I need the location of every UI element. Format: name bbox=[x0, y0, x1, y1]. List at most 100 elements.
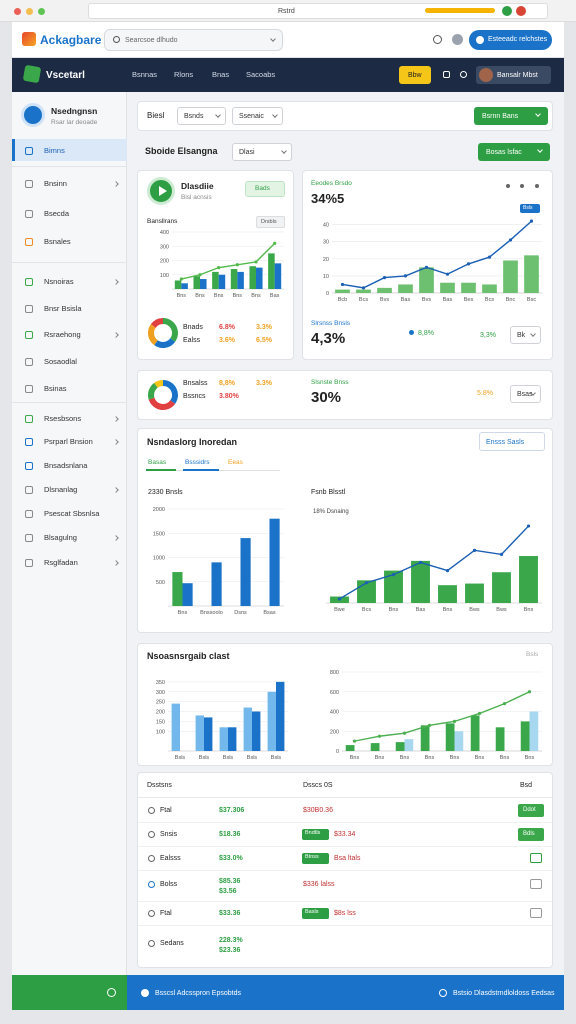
sidebar-item[interactable]: Bimns bbox=[44, 146, 65, 155]
y-tick-label: 1500 bbox=[153, 531, 165, 537]
window-title: Rstrd bbox=[278, 8, 295, 15]
tab[interactable]: Basas bbox=[148, 459, 167, 466]
bar bbox=[520, 721, 530, 751]
line bbox=[181, 242, 276, 280]
table-rule bbox=[138, 925, 552, 926]
caret-icon bbox=[270, 36, 276, 42]
nav-item[interactable]: Bnas bbox=[212, 70, 230, 79]
select[interactable]: Bsas bbox=[510, 385, 541, 403]
sidebar-item[interactable]: Bnsr Bsisla bbox=[44, 304, 82, 313]
select[interactable]: Bsnds bbox=[177, 107, 226, 125]
select[interactable]: Dlasi bbox=[232, 143, 292, 161]
x-tick-label: Bnssoolo bbox=[200, 610, 223, 616]
card-icon[interactable] bbox=[535, 184, 539, 188]
row-detail: $8s lss bbox=[334, 910, 356, 917]
row-icon-button[interactable] bbox=[530, 908, 542, 918]
card-icon[interactable] bbox=[506, 184, 510, 188]
x-tick-label: Bns bbox=[375, 755, 385, 761]
sidebar-item[interactable]: Rsesbsons bbox=[44, 414, 82, 423]
sidebar-item[interactable]: Nsnoiras bbox=[44, 277, 74, 286]
metric: 8,8% bbox=[219, 380, 235, 387]
row-action[interactable]: Bdls bbox=[518, 828, 544, 841]
sidebar-item[interactable]: Blsagulng bbox=[44, 533, 77, 542]
sidebar-item[interactable]: Bsnales bbox=[44, 237, 71, 246]
outline-button-label: Ensss Sasls bbox=[486, 439, 525, 446]
tab[interactable]: Eeas bbox=[228, 459, 243, 466]
row-icon-button[interactable] bbox=[530, 879, 542, 889]
section-title: Nsndaslorg Inoredan bbox=[147, 437, 238, 447]
bar bbox=[419, 267, 434, 293]
donut-segment bbox=[162, 380, 178, 404]
nav-icon[interactable] bbox=[443, 71, 450, 78]
tab[interactable]: Bsssidrs bbox=[185, 459, 210, 466]
chart: 0 200 400 600 800 Bns Bns Bns Bns Bns Bns Bns Bns bbox=[330, 670, 542, 761]
sidebar-item[interactable]: Bsecda bbox=[44, 209, 70, 218]
chart bbox=[148, 318, 178, 348]
y-tick-label: 200 bbox=[330, 729, 339, 735]
header-icon[interactable] bbox=[452, 34, 463, 45]
bar bbox=[384, 570, 403, 603]
table-header: Dsscs 0S bbox=[303, 782, 333, 789]
y-tick-label: 350 bbox=[156, 680, 165, 686]
table-rule bbox=[138, 901, 552, 902]
select-label: Bsas bbox=[517, 391, 533, 398]
y-tick-label: 10 bbox=[323, 274, 329, 280]
sidebar-item[interactable]: Psescat Sbsnlsa bbox=[44, 509, 100, 518]
sidebar bbox=[12, 92, 127, 975]
toolbar-button[interactable]: Bsrnn Bans bbox=[474, 107, 548, 125]
play-icon bbox=[147, 177, 175, 205]
outline-button[interactable]: Ensss Sasls bbox=[479, 432, 545, 451]
metric: 6.5% bbox=[256, 337, 272, 344]
row-icon bbox=[148, 831, 155, 838]
row-value: $33.36 bbox=[219, 910, 241, 917]
tab-underline bbox=[183, 469, 219, 471]
bar bbox=[495, 727, 505, 751]
nav-item[interactable]: Rlons bbox=[174, 70, 194, 79]
row-value: $3.56 bbox=[219, 888, 237, 895]
chart-title: Bansllrans bbox=[147, 218, 178, 225]
card bbox=[137, 370, 553, 420]
nav-item[interactable]: Bsnnas bbox=[132, 70, 158, 79]
search-icon bbox=[113, 36, 120, 43]
sidebar-item[interactable]: Bsinas bbox=[44, 384, 67, 393]
nav-item[interactable]: Sacoabs bbox=[246, 70, 276, 79]
card-icon[interactable] bbox=[520, 184, 524, 188]
footer-icon bbox=[107, 988, 116, 997]
section-button[interactable]: Bosas lsfac bbox=[478, 143, 550, 161]
nav-cta[interactable]: Bbw bbox=[399, 66, 431, 84]
header-icon[interactable] bbox=[433, 35, 442, 44]
divider bbox=[12, 166, 127, 167]
chart-tag-label: Drsbls bbox=[261, 219, 277, 225]
sidebar-item[interactable]: Rsglfadan bbox=[44, 558, 78, 567]
nav-icon[interactable] bbox=[460, 71, 467, 78]
play-glyph bbox=[159, 186, 167, 196]
y-tick-label: 150 bbox=[156, 719, 165, 725]
select[interactable]: Bk bbox=[510, 326, 541, 344]
sidebar-item[interactable]: Dlsnanlag bbox=[44, 485, 78, 494]
y-tick-label: 200 bbox=[160, 259, 169, 265]
row-icon-button[interactable] bbox=[530, 853, 542, 863]
bar bbox=[237, 271, 244, 289]
row-action[interactable]: Ddot bbox=[518, 804, 544, 817]
bar bbox=[243, 707, 252, 751]
sidebar-item[interactable]: Rsraehong bbox=[44, 330, 81, 339]
section-note: Bsls bbox=[526, 651, 539, 658]
sidebar-icon bbox=[25, 238, 33, 246]
select[interactable]: Ssenaic bbox=[232, 107, 283, 125]
row-detail: $30B0.36 bbox=[303, 807, 333, 814]
sidebar-item[interactable]: Bnsadsnlana bbox=[44, 461, 88, 470]
line-point bbox=[340, 282, 345, 287]
sidebar-item[interactable]: Psrparl Bnsion bbox=[44, 437, 93, 446]
caret-icon bbox=[535, 111, 541, 117]
donut-segment bbox=[150, 318, 164, 328]
x-tick-label: Bcs bbox=[362, 607, 371, 613]
header-button[interactable]: Esteeadc relchstes bbox=[469, 30, 552, 50]
bar bbox=[276, 681, 285, 751]
sidebar-item[interactable]: Bnsinn bbox=[44, 179, 67, 188]
line-point bbox=[477, 711, 482, 716]
sidebar-item[interactable]: Sosaodlal bbox=[44, 357, 77, 366]
line-point bbox=[424, 265, 429, 269]
user-chip[interactable]: Bansalr Mbst bbox=[476, 66, 551, 84]
search-box[interactable]: Searcsoe dlhudo bbox=[104, 29, 283, 51]
bar bbox=[411, 560, 430, 603]
